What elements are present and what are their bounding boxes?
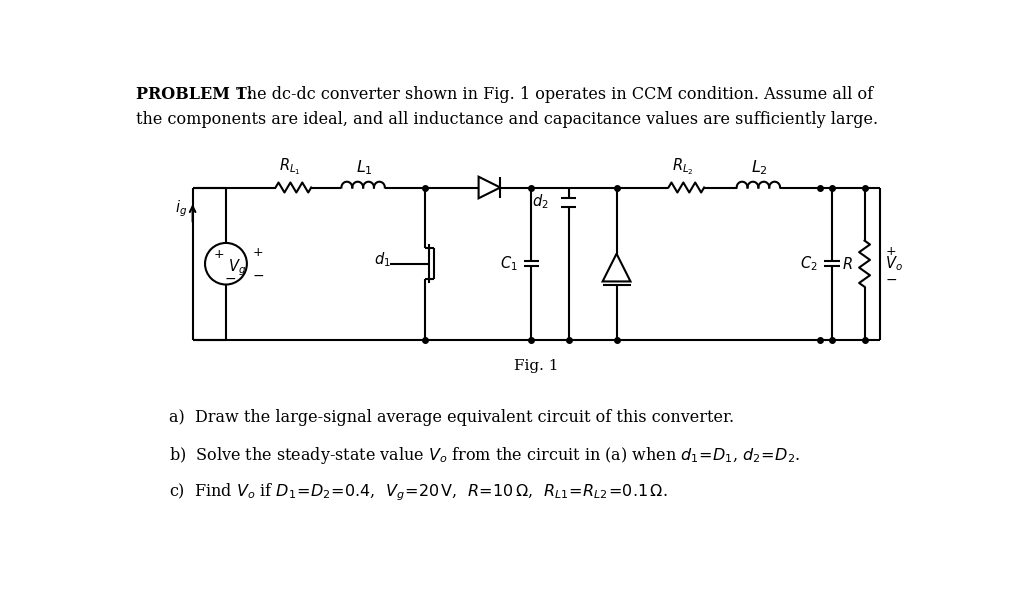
Text: $L_2$: $L_2$ bbox=[751, 158, 769, 177]
Text: Fig. 1: Fig. 1 bbox=[514, 359, 558, 373]
Text: $C_1$: $C_1$ bbox=[500, 254, 517, 273]
Text: c)  Find $V_o$ if $D_1\!=\!D_2\!=\!0.4$,  $V_g\!=\!20\,\mathrm{V}$,  $R\!=\!10\,: c) Find $V_o$ if $D_1\!=\!D_2\!=\!0.4$, … bbox=[169, 482, 668, 503]
Text: $+$: $+$ bbox=[884, 245, 896, 258]
Text: $V_g$: $V_g$ bbox=[228, 257, 246, 278]
Text: $d_2$: $d_2$ bbox=[532, 193, 550, 211]
Text: PROBLEM 1:: PROBLEM 1: bbox=[136, 86, 252, 103]
Text: $-$: $-$ bbox=[224, 271, 236, 284]
Text: $V_o$: $V_o$ bbox=[884, 254, 902, 273]
Text: $R_{L_2}$: $R_{L_2}$ bbox=[671, 156, 694, 177]
Text: $+$: $+$ bbox=[213, 248, 224, 261]
Text: the components are ideal, and all inductance and capacitance values are sufficie: the components are ideal, and all induct… bbox=[136, 110, 878, 127]
Text: $R$: $R$ bbox=[843, 256, 853, 272]
Text: $L_1$: $L_1$ bbox=[356, 158, 373, 177]
Text: $-$: $-$ bbox=[884, 272, 896, 286]
Text: a)  Draw the large-signal average equivalent circuit of this converter.: a) Draw the large-signal average equival… bbox=[169, 409, 734, 426]
Text: $R_{L_1}$: $R_{L_1}$ bbox=[279, 156, 300, 177]
Text: $C_2$: $C_2$ bbox=[800, 254, 818, 273]
Text: $+$: $+$ bbox=[252, 247, 264, 259]
Text: The dc-dc converter shown in Fig. 1 operates in CCM condition. Assume all of: The dc-dc converter shown in Fig. 1 oper… bbox=[231, 86, 873, 103]
Text: $d_1$: $d_1$ bbox=[374, 251, 390, 269]
Text: $-$: $-$ bbox=[252, 268, 265, 281]
Text: b)  Solve the steady-state value $V_o$ from the circuit in (a) when $d_1\!=\!D_1: b) Solve the steady-state value $V_o$ fr… bbox=[169, 445, 801, 466]
Text: $i_g$: $i_g$ bbox=[175, 198, 188, 218]
